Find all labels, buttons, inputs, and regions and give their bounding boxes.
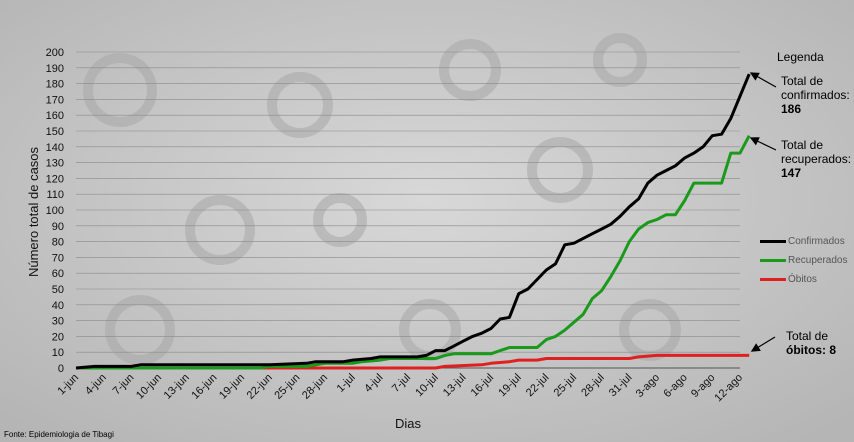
x-tick-label: 1-jun: [55, 372, 81, 398]
y-tick-label: 50: [52, 284, 64, 296]
legend-label-recuperados: Recuperados: [788, 255, 848, 266]
x-tick-label: 19-jun: [217, 372, 247, 402]
x-tick-label: 19-jul: [496, 372, 524, 400]
x-tick-label: 16-jun: [189, 372, 219, 402]
x-tick-label: 12-ago: [712, 372, 745, 405]
legend-item-confirmados: Confirmados: [760, 236, 845, 247]
x-tick-label: 22-jun: [245, 372, 275, 402]
annotation-confirmados: Total de confirmados: 186: [781, 74, 850, 116]
arrow-recuperados-head: [749, 137, 760, 146]
x-tick-label: 3-ago: [634, 372, 662, 400]
annotation-confirmados-line2: confirmados:: [781, 88, 850, 102]
x-tick-label: 22-jul: [524, 372, 552, 400]
source-note: Fonte: Epidemiologia de Tibagi: [4, 430, 114, 439]
x-tick-label: 25-jun: [272, 372, 302, 402]
annotation-obitos-line2: óbitos:: [786, 343, 826, 357]
gridlines: [76, 51, 740, 369]
y-tick-label: 30: [52, 316, 64, 328]
x-tick-label: 1-jul: [335, 372, 358, 395]
arrow-obitos-head: [750, 343, 761, 352]
series-lines: [75, 73, 751, 370]
y-tick-label: 40: [52, 300, 64, 312]
annotation-confirmados-line1: Total de: [781, 74, 824, 88]
legend-title: Legenda: [777, 50, 824, 64]
series-line-confirmados: [75, 73, 751, 370]
y-tick-label: 70: [52, 252, 64, 264]
annotation-obitos-line1: Total de: [786, 329, 829, 343]
x-tick-label: 4-jun: [83, 372, 109, 398]
annotation-recuperados-value: 147: [781, 166, 802, 180]
x-tick-label: 13-jun: [162, 372, 192, 402]
y-axis-ticks: 0 10 20 30 40 50 60 70 80 90 100 110 120 130 140 150 160…: [46, 47, 64, 375]
annotation-recuperados-line2: recuperados:: [781, 152, 852, 166]
x-tick-label: 7-jul: [390, 372, 413, 395]
y-tick-label: 100: [46, 205, 64, 217]
annotation-obitos: Total de óbitos: 8: [786, 329, 836, 357]
annotation-recuperados: Total de recuperados: 147: [781, 138, 851, 180]
y-tick-label: 200: [46, 47, 64, 59]
y-tick-label: 10: [52, 347, 64, 359]
y-tick-label: 170: [46, 94, 64, 106]
x-tick-label: 28-jul: [579, 372, 607, 400]
y-tick-label: 120: [46, 173, 64, 185]
annotation-obitos-value: 8: [829, 343, 837, 357]
x-tick-label: 7-jun: [111, 372, 137, 398]
x-tick-label: 4-jul: [362, 372, 385, 395]
y-tick-label: 150: [46, 126, 64, 138]
y-tick-label: 80: [52, 237, 64, 249]
annotation-recuperados-line1: Total de: [781, 138, 824, 152]
y-tick-label: 160: [46, 110, 64, 122]
series-line-recuperados: [76, 134, 751, 370]
x-tick-label: 13-jul: [441, 372, 469, 400]
legend-label-obitos: Óbitos: [788, 274, 817, 285]
x-tick-label: 6-ago: [661, 372, 689, 400]
y-tick-label: 130: [46, 158, 64, 170]
x-tick-label: 16-jul: [469, 372, 497, 400]
x-tick-label: 10-jun: [134, 372, 164, 402]
annotation-arrows: [749, 72, 777, 352]
y-tick-label: 110: [46, 189, 64, 201]
y-tick-label: 0: [58, 363, 64, 375]
legend-label-confirmados: Confirmados: [788, 236, 845, 247]
series-line-obitos: [76, 353, 750, 370]
arrow-confirmados-head: [749, 72, 760, 81]
x-tick-label: 10-jul: [413, 372, 441, 400]
y-tick-label: 20: [52, 331, 64, 343]
x-tick-label: 31-jul: [607, 372, 635, 400]
y-axis-title: Número total de casos: [26, 146, 41, 277]
legend-item-recuperados: Recuperados: [760, 255, 847, 266]
legend-item-obitos: Óbitos: [760, 274, 817, 285]
legend-swatch-confirmados: [760, 240, 786, 243]
y-tick-label: 140: [46, 142, 64, 154]
legend-swatch-obitos: [760, 278, 786, 281]
legend-swatch-recuperados: [760, 259, 786, 262]
y-tick-label: 190: [46, 63, 64, 75]
x-tick-label: 25-jul: [552, 372, 580, 400]
x-axis-ticks: 1-jun 4-jun 7-jun10-jun13-jun16-jun19-jun2…: [55, 372, 745, 405]
annotation-confirmados-value: 186: [781, 102, 802, 116]
y-tick-label: 180: [46, 79, 64, 91]
x-tick-label: 28-jun: [300, 372, 330, 402]
y-tick-label: 90: [52, 221, 64, 233]
y-tick-label: 60: [52, 268, 64, 280]
x-axis-title: Dias: [395, 416, 422, 431]
